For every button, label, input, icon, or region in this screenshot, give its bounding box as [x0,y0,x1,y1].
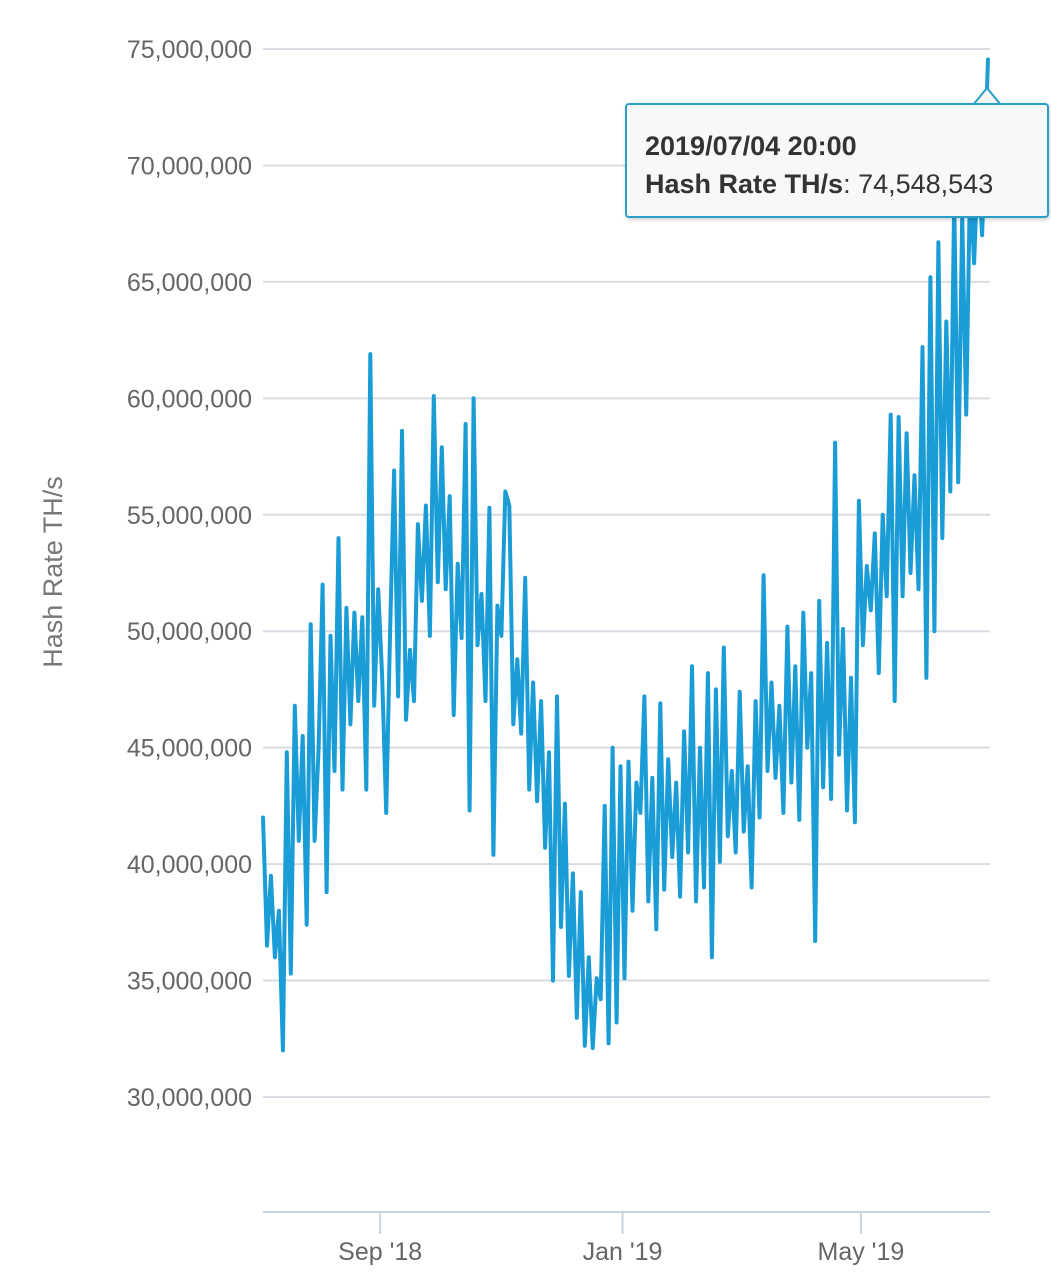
y-tick-label: 60,000,000 [127,385,252,413]
tooltip: 2019/07/04 20:00 Hash Rate TH/s: 74,548,… [625,103,1049,218]
tooltip-row: Hash Rate TH/s: 74,548,543 [645,169,994,199]
y-tick-label: 75,000,000 [127,36,252,64]
y-tick-label: 65,000,000 [127,269,252,297]
y-tick-label: 50,000,000 [127,618,252,646]
y-tick-label: 45,000,000 [127,735,252,763]
tooltip-value: 74,548,543 [858,169,994,199]
tooltip-pointer [972,86,1002,106]
x-tick-label: Sep '18 [338,1238,422,1266]
tooltip-date: 2019/07/04 20:00 [645,131,857,161]
y-tick-label: 35,000,000 [127,968,252,996]
y-tick-label: 55,000,000 [127,502,252,530]
y-tick-label: 70,000,000 [127,152,252,180]
x-tick-label: May '19 [818,1238,905,1266]
x-axis-ticks: Sep '18 Jan '19 May '19 [338,1212,904,1266]
x-tick-label: Jan '19 [583,1238,663,1266]
y-tick-label: 40,000,000 [127,851,252,879]
y-axis-title: Hash Rate TH/s [38,476,68,668]
y-tick-label: 30,000,000 [127,1084,252,1112]
y-axis-tick-labels: 30,000,000 35,000,000 40,000,000 45,000,000… [127,36,252,1112]
hash-rate-line[interactable] [261,57,990,1053]
tooltip-series-label: Hash Rate TH/s [645,169,844,199]
